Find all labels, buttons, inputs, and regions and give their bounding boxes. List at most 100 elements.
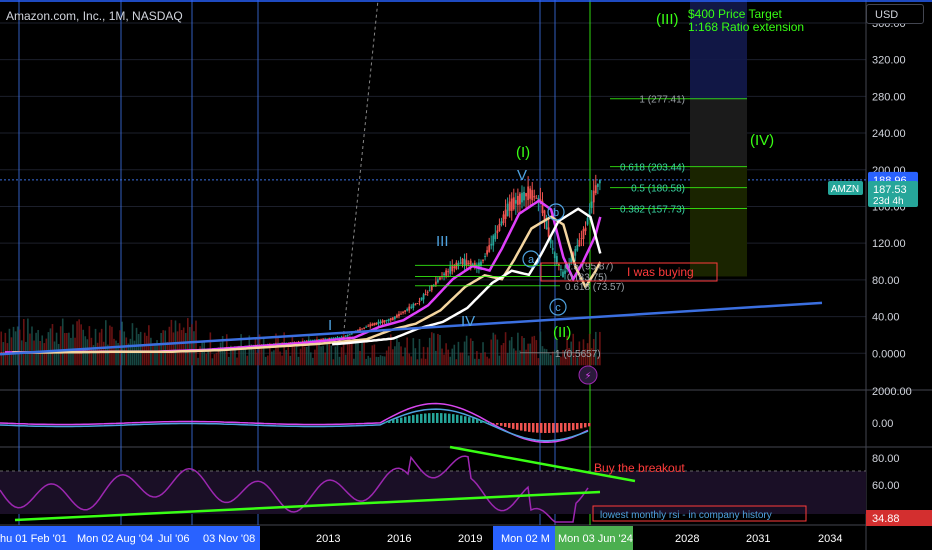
volume-bar bbox=[246, 355, 249, 366]
macd-hist bbox=[392, 419, 395, 423]
rsi-tick: 60.00 bbox=[872, 480, 900, 492]
volume-bar bbox=[369, 357, 372, 366]
volume-bar bbox=[264, 356, 267, 366]
volume-bar bbox=[336, 341, 339, 366]
volume-bar bbox=[51, 324, 54, 366]
candle-body bbox=[439, 277, 441, 280]
currency-button[interactable]: USD bbox=[866, 4, 924, 24]
candle-body bbox=[459, 262, 462, 264]
macd-hist bbox=[516, 423, 519, 430]
volume-bar bbox=[531, 336, 534, 366]
volume-bar bbox=[474, 358, 476, 366]
wave-IV-big: (IV) bbox=[750, 132, 774, 149]
macd-hist bbox=[384, 421, 387, 423]
volume-bar bbox=[285, 349, 288, 366]
volume-bar bbox=[387, 346, 390, 366]
volume-bar bbox=[205, 353, 208, 366]
time-end-tag bbox=[555, 526, 633, 550]
volume-bar bbox=[258, 334, 261, 366]
volume-bar bbox=[512, 348, 515, 366]
volume-bar bbox=[299, 348, 302, 366]
volume-bar bbox=[449, 356, 452, 366]
volume-bar bbox=[211, 358, 214, 366]
macd-hist bbox=[476, 419, 479, 423]
volume-bar bbox=[549, 355, 552, 366]
volume-bar bbox=[418, 338, 421, 366]
rsi-resistance-trendline bbox=[449, 445, 636, 483]
fib-label: 0.5 (95.87) bbox=[565, 261, 613, 272]
fib-label: 1 (277.41) bbox=[639, 95, 685, 106]
volume-bar bbox=[160, 332, 162, 366]
candle-body bbox=[311, 339, 314, 341]
candle-body bbox=[480, 261, 482, 267]
candle-body bbox=[369, 324, 372, 327]
volume-bar bbox=[230, 345, 232, 366]
volume-bar bbox=[560, 356, 562, 366]
volume-bar bbox=[273, 350, 275, 366]
volume-bar bbox=[566, 335, 568, 366]
volume-bar bbox=[287, 343, 290, 366]
volume-bar bbox=[404, 347, 406, 366]
candle-body bbox=[328, 337, 331, 339]
volume-bar bbox=[416, 359, 419, 366]
candle-body bbox=[428, 289, 431, 291]
wave-a: a bbox=[528, 254, 535, 266]
volume-bar bbox=[588, 333, 591, 366]
volume-bar bbox=[359, 350, 361, 366]
moving-average-2 bbox=[12, 215, 602, 354]
candle-body bbox=[465, 260, 468, 266]
volume-bar bbox=[484, 352, 486, 366]
volume-bar bbox=[453, 344, 456, 366]
volume-bar bbox=[283, 332, 285, 366]
volume-bar bbox=[250, 344, 253, 366]
candle-body bbox=[562, 271, 564, 277]
time-start-tag bbox=[493, 526, 555, 550]
candle-body bbox=[463, 258, 466, 266]
volume-bar bbox=[232, 348, 234, 366]
macd-hist bbox=[388, 420, 391, 423]
volume-bar bbox=[482, 342, 484, 366]
candle-body bbox=[467, 262, 470, 264]
volume-bar bbox=[117, 343, 119, 366]
candle-body bbox=[346, 334, 349, 336]
volume-bar bbox=[558, 357, 560, 366]
volume-bar bbox=[340, 347, 343, 366]
volume-bar bbox=[217, 350, 220, 366]
candle-body bbox=[402, 311, 404, 314]
volume-bar bbox=[599, 331, 601, 366]
volume-bar bbox=[597, 356, 599, 366]
volume-bar bbox=[178, 323, 181, 366]
candle-body bbox=[543, 210, 546, 221]
candle-body bbox=[500, 221, 503, 225]
wave-circle bbox=[522, 250, 540, 268]
time-tick: 2016 bbox=[387, 533, 411, 545]
volume-bar bbox=[92, 345, 95, 366]
rsi-line bbox=[0, 455, 589, 523]
macd-hist bbox=[484, 421, 487, 423]
volume-bar bbox=[551, 351, 554, 366]
volume-bar bbox=[176, 331, 179, 366]
volume-bar bbox=[314, 349, 316, 366]
volume-bar bbox=[182, 327, 185, 366]
candle-body bbox=[318, 339, 320, 341]
volume-bar bbox=[465, 335, 468, 366]
macd-hist bbox=[396, 418, 399, 423]
candle-body bbox=[340, 336, 343, 338]
candle-body bbox=[0, 352, 3, 354]
candle-body bbox=[342, 336, 345, 338]
volume-bar bbox=[158, 344, 160, 366]
candle-body bbox=[350, 333, 353, 335]
volume-bar bbox=[260, 348, 263, 366]
volume-bar bbox=[102, 341, 105, 366]
candle-body bbox=[488, 245, 491, 252]
volume-bar bbox=[37, 329, 39, 366]
volume-bar bbox=[408, 353, 411, 366]
volume-bar bbox=[279, 351, 281, 366]
candle-body bbox=[393, 316, 396, 319]
macd-hist bbox=[440, 413, 443, 423]
breakout-label: Buy the breakout bbox=[594, 461, 685, 475]
volume-bar bbox=[16, 326, 19, 366]
wave-IV: IV bbox=[461, 313, 475, 330]
